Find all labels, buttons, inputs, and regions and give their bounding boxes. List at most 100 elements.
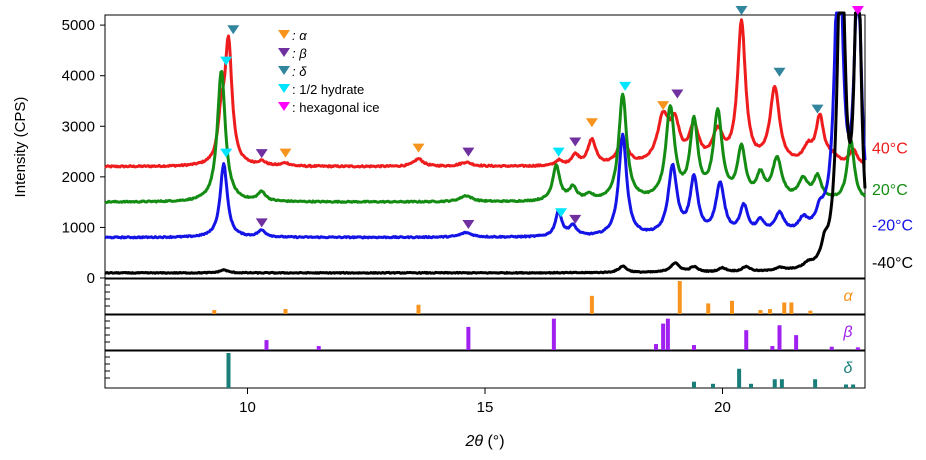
phase-marker xyxy=(569,137,582,147)
reference-stick xyxy=(844,384,848,388)
phase-marker xyxy=(851,6,864,15)
phase-marker xyxy=(462,147,475,157)
y-tick-label: 0 xyxy=(87,270,95,287)
phase-marker xyxy=(552,147,565,157)
reference-stick xyxy=(589,295,594,314)
reference-stick xyxy=(770,346,775,350)
series-labels: 40°C 20°C -20°C -40°C xyxy=(872,141,913,272)
main-plot-frame xyxy=(104,14,866,279)
x-tick-label: 20 xyxy=(714,399,731,416)
y-tick-label: 1000 xyxy=(62,219,95,236)
legend-marker xyxy=(278,30,290,39)
reference-stick xyxy=(813,379,818,388)
y-axis: 0 1000 2000 3000 4000 5000 xyxy=(62,17,105,287)
reference-stick xyxy=(654,344,658,350)
phase-marker xyxy=(555,208,567,218)
y-tick-label: 4000 xyxy=(62,68,95,85)
x-tick-label: 10 xyxy=(239,399,256,416)
legend-label: : hexagonal ice xyxy=(292,100,379,115)
reference-stick xyxy=(706,303,711,314)
phase-marker xyxy=(255,218,268,228)
reference-stick xyxy=(789,302,794,314)
phase-marker xyxy=(255,149,268,159)
reference-stick xyxy=(758,310,763,314)
legend-marker xyxy=(278,102,290,111)
reference-stick xyxy=(737,368,742,388)
series-line xyxy=(104,70,867,204)
reference-stick xyxy=(466,326,471,350)
phase-marker xyxy=(671,89,684,99)
reference-stick xyxy=(416,304,421,314)
reference-stick xyxy=(316,346,321,350)
reference-panel-label: δ xyxy=(844,360,854,377)
phase-marker xyxy=(462,219,475,229)
reference-stick xyxy=(794,335,799,350)
x-axis-label-symbol: 2θ xyxy=(464,433,483,450)
reference-stick xyxy=(744,330,749,350)
legend-label: : 1/2 hydrate xyxy=(292,82,364,97)
phase-marker xyxy=(220,56,233,66)
reference-stick xyxy=(551,318,556,350)
x-axis: 10 15 20 xyxy=(239,388,731,416)
phase-marker xyxy=(585,118,598,128)
x-axis-label-unit: (°) xyxy=(483,433,505,450)
reference-panel-frame xyxy=(104,314,866,351)
reference-stick xyxy=(772,379,777,388)
reference-stick xyxy=(665,318,670,350)
reference-stick xyxy=(677,281,682,314)
reference-stick xyxy=(283,309,288,314)
reference-stick xyxy=(851,384,856,388)
reference-stick xyxy=(264,340,269,350)
series-line xyxy=(104,11,867,275)
reference-panel-frame xyxy=(104,350,866,389)
y-axis-label: Intensity (CPS) xyxy=(12,97,29,198)
reference-stick xyxy=(711,383,715,388)
phase-marker xyxy=(773,67,786,77)
reference-stick xyxy=(692,381,696,388)
reference-stick xyxy=(212,310,217,314)
legend-label: : δ xyxy=(292,64,307,79)
reference-stick xyxy=(855,347,860,350)
reference-stick xyxy=(768,309,772,314)
legend-marker xyxy=(278,48,290,57)
y-tick-label: 2000 xyxy=(62,169,95,186)
series-line xyxy=(104,11,867,240)
series-line xyxy=(104,18,866,169)
series-label: 20°C xyxy=(872,182,908,199)
phase-markers xyxy=(220,6,864,229)
reference-stick xyxy=(226,353,231,388)
reference-panel-label: β xyxy=(842,324,852,341)
phase-marker xyxy=(412,143,425,153)
legend-marker xyxy=(278,84,290,93)
reference-stick xyxy=(782,302,787,314)
reference-panel-frame xyxy=(104,278,866,315)
y-tick-label: 3000 xyxy=(62,118,95,135)
phase-marker xyxy=(220,148,233,158)
legend-label: : β xyxy=(292,46,307,61)
phase-marker xyxy=(735,6,748,15)
reference-stick xyxy=(829,346,834,350)
series-label: 40°C xyxy=(872,141,908,158)
reference-panels: α β δ xyxy=(104,278,866,389)
legend: : α : β : δ : 1/2 hydrate : hexagonal ice xyxy=(278,28,379,115)
legend-marker xyxy=(278,66,290,75)
phase-marker xyxy=(811,104,824,114)
reference-stick xyxy=(779,379,784,388)
reference-stick xyxy=(808,310,813,314)
x-tick-label: 15 xyxy=(477,399,494,416)
reference-stick xyxy=(749,383,753,388)
series-group xyxy=(104,11,867,275)
y-tick-label: 5000 xyxy=(62,17,95,34)
phase-marker xyxy=(279,148,292,158)
reference-stick xyxy=(777,325,782,350)
phase-marker xyxy=(619,81,632,91)
phase-marker xyxy=(569,214,582,224)
phase-marker xyxy=(227,25,240,35)
series-label: -20°C xyxy=(872,217,913,234)
legend-label: : α xyxy=(292,28,307,43)
reference-stick xyxy=(730,300,734,314)
series-label: -40°C xyxy=(872,255,913,272)
phase-marker xyxy=(657,101,670,111)
reference-stick xyxy=(661,323,666,350)
